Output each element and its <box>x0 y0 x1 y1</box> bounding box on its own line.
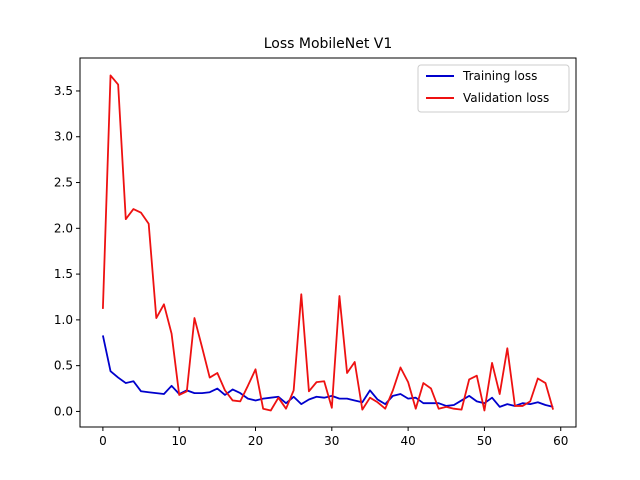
y-axis: 0.0 0.5 1.0 1.5 2.0 2.5 3.0 3.5 <box>54 84 80 418</box>
y-tick-label: 0.5 <box>54 359 73 373</box>
y-tick-label: 1.0 <box>54 313 73 327</box>
series-line-validation-loss <box>101 74 554 412</box>
legend-label-validation-loss: Validation loss <box>463 91 549 105</box>
y-tick-label: 3.5 <box>54 84 73 98</box>
y-tick-label: 3.0 <box>54 130 73 144</box>
x-tick-label: 60 <box>553 434 568 448</box>
x-tick-label: 20 <box>248 434 263 448</box>
x-tick-label: 30 <box>324 434 339 448</box>
y-tick-label: 1.5 <box>54 267 73 281</box>
legend-label-training-loss: Training loss <box>462 69 537 83</box>
x-tick-label: 40 <box>400 434 415 448</box>
x-tick-label: 50 <box>477 434 492 448</box>
y-tick-label: 2.0 <box>54 221 73 235</box>
plot-area: 0 10 20 30 40 50 60 0.0 0.5 1.0 1.5 2.0 2.5 3.0 3.5 <box>54 57 577 448</box>
y-tick-label: 2.5 <box>54 176 73 190</box>
x-tick-label: 10 <box>172 434 187 448</box>
chart-title: Loss MobileNet V1 <box>264 36 393 52</box>
legend-box <box>417 64 570 113</box>
x-tick-label: 0 <box>99 434 107 448</box>
series-layer <box>101 74 554 412</box>
y-tick-label: 0.0 <box>54 404 73 418</box>
legend: Training loss Validation loss <box>417 64 570 113</box>
axes-frame <box>79 57 577 428</box>
x-axis: 0 10 20 30 40 50 60 <box>99 427 568 448</box>
